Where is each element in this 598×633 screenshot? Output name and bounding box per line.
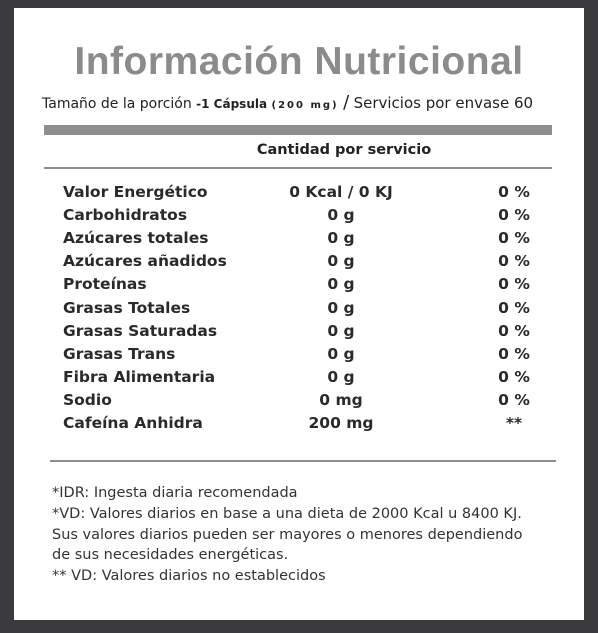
cell: Grasas Trans bbox=[63, 344, 176, 363]
cell: 0 g bbox=[327, 298, 355, 317]
serving-size: -1 Cápsula bbox=[196, 97, 268, 111]
cell: 0 g bbox=[327, 344, 355, 363]
cell: Azúcares añadidos bbox=[63, 252, 227, 271]
serving-label: Tamaño de la porción bbox=[42, 96, 192, 112]
cell: 0 mg bbox=[319, 390, 363, 409]
cell: 0 g bbox=[327, 367, 355, 386]
cell: 0 % bbox=[498, 183, 530, 201]
cell: 0 % bbox=[498, 252, 530, 271]
footnote: *IDR: Ingesta diaria recomendada bbox=[52, 485, 298, 501]
rule bbox=[50, 460, 556, 462]
cell: 0 g bbox=[327, 252, 355, 271]
cell: 0 g bbox=[327, 275, 355, 294]
cell: 0 g bbox=[327, 321, 355, 340]
cell: 0 % bbox=[498, 367, 530, 386]
label-panel: Información Nutricional Tamaño de la por… bbox=[14, 8, 584, 620]
cell: 0 % bbox=[498, 229, 530, 248]
separator: / bbox=[343, 92, 350, 113]
cell: 0 % bbox=[498, 275, 530, 294]
cell: Valor Energético bbox=[63, 183, 208, 201]
cell: 0 % bbox=[498, 390, 530, 409]
cell: Cafeína Anhidra bbox=[63, 414, 203, 432]
cell: 0 g bbox=[327, 206, 355, 225]
cell: 0 g bbox=[327, 229, 355, 248]
servings: Servicios por envase 60 bbox=[353, 94, 534, 112]
cell: 0 % bbox=[498, 344, 530, 363]
cell: Grasas Saturadas bbox=[63, 321, 218, 340]
footnote: Sus valores diarios pueden ser mayores o… bbox=[52, 526, 523, 543]
footnote: de sus necesidades energéticas. bbox=[52, 547, 289, 564]
title: Información Nutricional bbox=[74, 40, 524, 83]
rule bbox=[44, 167, 552, 169]
footnote: *VD: Valores diarios en base a una dieta… bbox=[52, 505, 522, 522]
column-header: Cantidad por servicio bbox=[256, 142, 432, 158]
cell: Grasas Totales bbox=[63, 298, 191, 317]
footnote: ** VD: Valores diarios no establecidos bbox=[52, 568, 326, 585]
serving-line: Tamaño de la porción -1 Cápsula (200 mg)… bbox=[42, 92, 533, 113]
cell: Sodio bbox=[63, 390, 112, 409]
cell: Azúcares totales bbox=[63, 229, 209, 248]
cell: ** bbox=[505, 414, 523, 432]
cell: 0 % bbox=[498, 298, 530, 317]
thick-rule bbox=[44, 125, 552, 135]
cell: 0 Kcal / 0 KJ bbox=[289, 183, 393, 201]
serving-weight: (200 mg) bbox=[271, 100, 339, 111]
cell: Proteínas bbox=[63, 275, 147, 294]
cell: 0 % bbox=[498, 206, 530, 225]
cell: 0 % bbox=[498, 321, 530, 340]
cell: Carbohidratos bbox=[63, 206, 188, 225]
cell: Fibra Alimentaria bbox=[63, 367, 216, 386]
cell: 200 mg bbox=[308, 414, 374, 432]
